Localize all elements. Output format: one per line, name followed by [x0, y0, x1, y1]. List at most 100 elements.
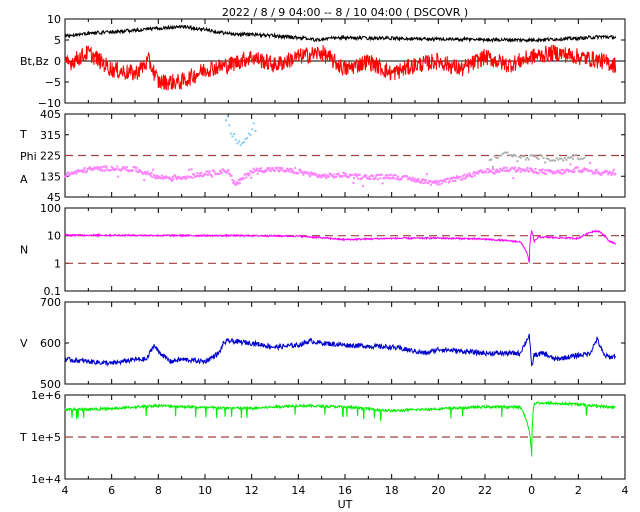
- phi_away-point: [317, 176, 320, 179]
- phi_away-point: [257, 169, 260, 172]
- y-tick-label: 1e+6: [31, 389, 61, 402]
- phi_away-point: [396, 177, 399, 180]
- phi_toward-point: [508, 154, 511, 157]
- phi_away-point: [199, 174, 202, 177]
- theta-point: [225, 119, 227, 122]
- phi_away-point: [607, 172, 610, 175]
- phi_away-point: [462, 177, 465, 180]
- phi_away-point: [239, 177, 242, 180]
- phi_away-point: [559, 172, 562, 175]
- phi_away-point: [172, 178, 175, 181]
- phi_away-point: [464, 176, 467, 179]
- phi_away-point: [222, 168, 225, 171]
- phi_away-point: [580, 171, 583, 174]
- phi_away-point: [433, 179, 436, 182]
- phi_toward-point: [557, 158, 560, 161]
- phi_away-point: [545, 172, 548, 175]
- phi_away-point: [99, 166, 102, 169]
- y-tick-label: 600: [40, 337, 61, 350]
- phi_away-point: [585, 168, 588, 171]
- phi_away-point: [170, 178, 173, 181]
- phi_away-point: [240, 178, 243, 181]
- phi_away-point: [279, 169, 282, 172]
- phi_away-point: [65, 173, 68, 176]
- phi_away-point: [284, 170, 287, 173]
- phi_away-point: [511, 166, 514, 169]
- phi_away-point: [473, 171, 476, 174]
- phi_away-point: [449, 177, 452, 180]
- phi_toward-point: [571, 157, 574, 160]
- phi_away-point: [98, 167, 101, 170]
- phi_away-point: [248, 172, 251, 175]
- phi_toward-point: [506, 151, 509, 154]
- phi_away-point: [612, 169, 615, 172]
- phi_away-point: [344, 173, 347, 176]
- phi_toward-point: [514, 154, 517, 157]
- phi_away-point: [327, 175, 330, 178]
- theta-point: [226, 115, 229, 118]
- phi_away-point: [322, 174, 325, 177]
- phi_away-point: [255, 167, 258, 170]
- phi_away-point: [245, 176, 248, 179]
- phi_away-point: [582, 169, 585, 172]
- phi_away-point: [317, 173, 320, 176]
- phi_away-point: [455, 176, 458, 179]
- phi_away-point: [451, 179, 454, 182]
- phi_away-point: [151, 176, 154, 179]
- theta-point: [241, 141, 244, 144]
- theta-point: [251, 128, 254, 131]
- phi_away-point: [190, 168, 193, 171]
- phi_away-point: [267, 168, 270, 171]
- x-axis-label: UT: [338, 498, 353, 511]
- phi_away-point: [406, 175, 409, 178]
- phi_away-point: [368, 175, 371, 178]
- phi_toward-point: [493, 155, 496, 158]
- phi_away-point: [183, 176, 186, 179]
- phi_away-point: [324, 175, 327, 178]
- phi_away-point: [302, 173, 305, 176]
- phi_away-point: [595, 168, 598, 171]
- phi_away-point: [170, 179, 173, 182]
- phi_away-point: [508, 170, 511, 173]
- phi_away-point: [263, 171, 266, 174]
- phi_away-point: [323, 173, 326, 176]
- x-tick-label: 22: [478, 484, 492, 497]
- phi_away-point: [290, 170, 293, 173]
- temperature-line: [64, 400, 616, 457]
- phi_away-point: [213, 170, 216, 173]
- phi_away-point: [95, 166, 98, 169]
- theta-point: [236, 142, 239, 145]
- phi_toward-point: [573, 154, 576, 157]
- phi_away-point: [487, 171, 490, 174]
- bz-line: [64, 44, 617, 91]
- phi_away-point: [606, 170, 609, 173]
- phi_away-point: [234, 183, 237, 186]
- phi_away-point: [81, 169, 84, 172]
- phi_away-point: [530, 169, 533, 172]
- phi_away-point: [96, 168, 99, 171]
- phi_away-point: [543, 172, 546, 175]
- phi_away-point: [142, 172, 145, 175]
- phi_away-point: [473, 174, 476, 177]
- phi_away-point: [397, 175, 400, 178]
- phi_away-point: [332, 176, 335, 179]
- phi_away-point: [423, 179, 426, 182]
- phi_away-point: [325, 177, 328, 180]
- phi_away-point: [594, 172, 597, 175]
- phi_away-point: [123, 166, 126, 169]
- phi_away-point: [253, 170, 256, 173]
- phi_away-point: [64, 175, 67, 178]
- phi_away-point: [535, 171, 538, 174]
- phi_toward-point: [580, 157, 583, 160]
- phi_away-point: [258, 168, 261, 171]
- phi_toward-point: [581, 157, 584, 160]
- phi_away-point: [513, 166, 516, 169]
- phi_away-point: [291, 168, 294, 171]
- phi_away-point: [597, 171, 600, 174]
- phi_toward-point: [558, 157, 561, 160]
- phi_away-point: [429, 183, 432, 186]
- phi_away-point: [471, 175, 474, 178]
- phi_toward-point: [568, 156, 571, 159]
- phi_toward-point: [511, 155, 514, 158]
- phi_away-point: [206, 170, 209, 173]
